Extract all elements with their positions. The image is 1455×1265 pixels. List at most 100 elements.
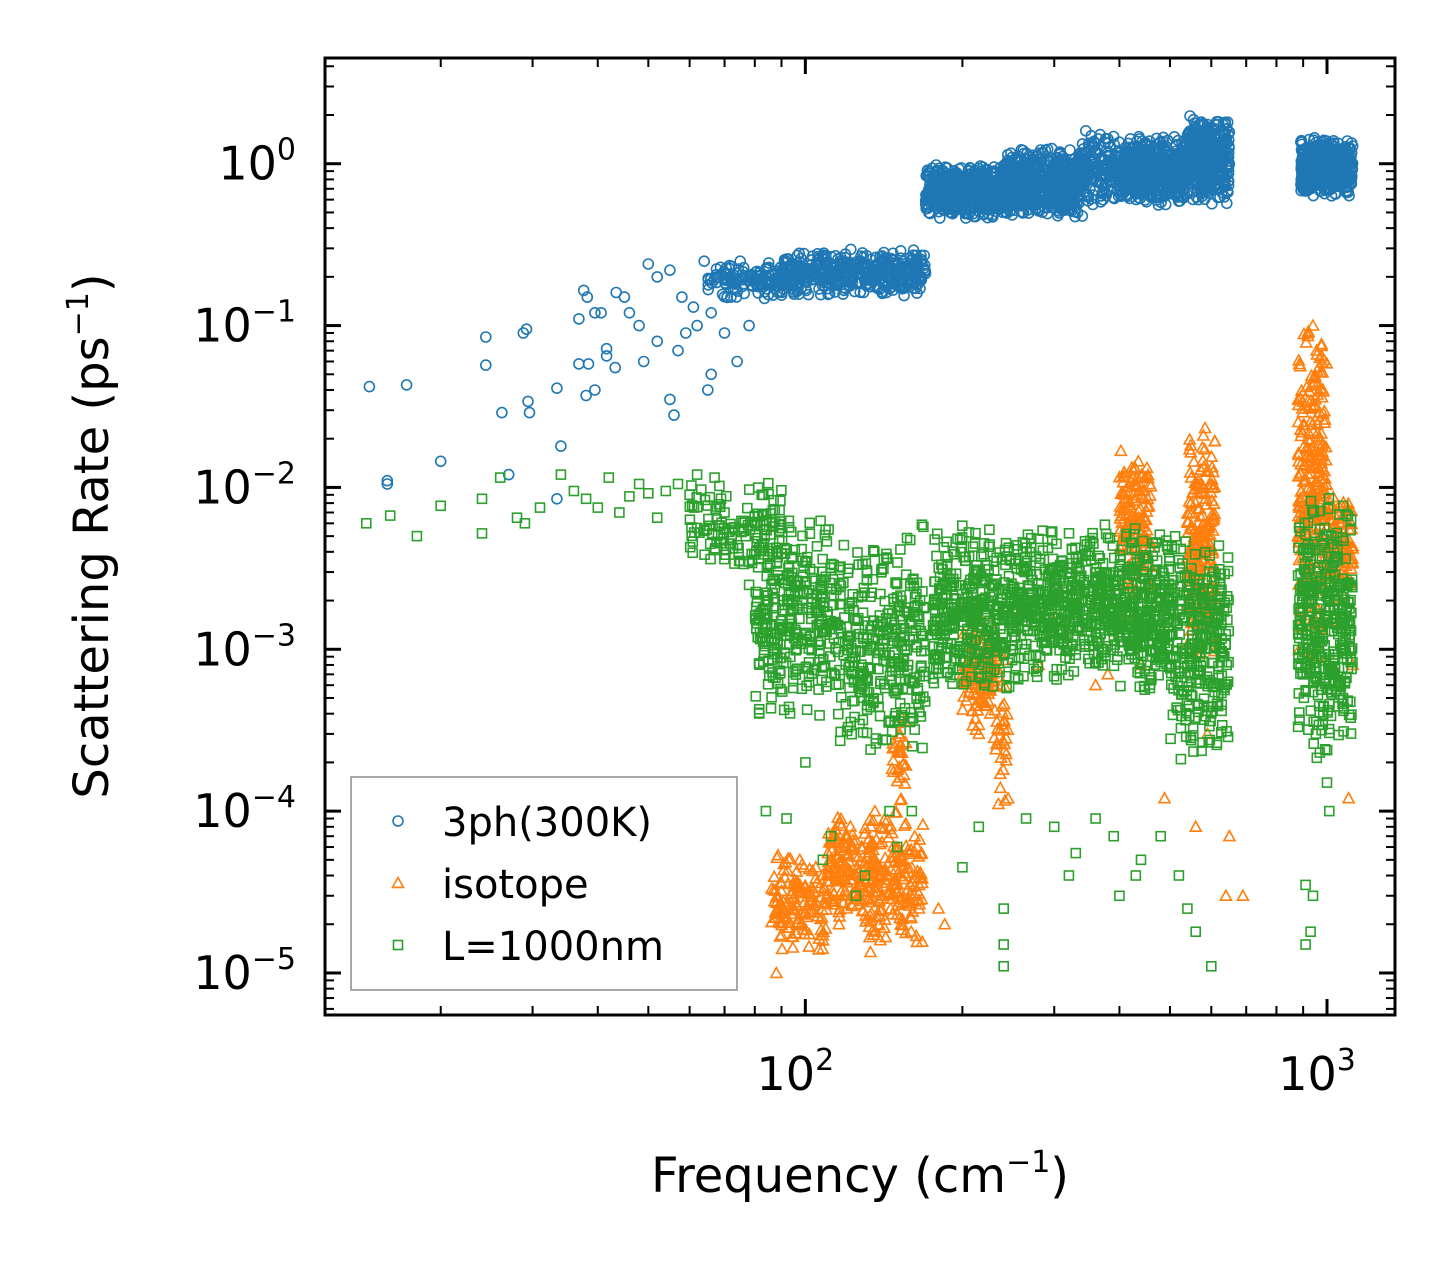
data-point (522, 395, 534, 408)
data-point (1023, 170, 1035, 182)
data-point (1015, 205, 1027, 218)
data-point (1020, 183, 1032, 195)
data-point (609, 361, 622, 374)
data-point (381, 478, 394, 490)
data-point (974, 206, 986, 218)
data-point (721, 290, 734, 303)
data-point (637, 355, 650, 368)
data-point (823, 287, 836, 300)
data-point (800, 284, 813, 297)
data-point (860, 279, 873, 292)
data-point (759, 285, 771, 298)
data-point (664, 393, 676, 406)
data-point (555, 440, 567, 452)
data-point (793, 263, 806, 276)
data-point (496, 406, 508, 419)
data-point (502, 468, 515, 481)
data-point (982, 199, 995, 211)
data-point (896, 278, 909, 290)
data-point (813, 283, 825, 295)
data-point (732, 263, 745, 275)
data-point (790, 268, 803, 281)
data-point (784, 268, 797, 280)
data-point (600, 350, 613, 362)
data-point (925, 187, 937, 199)
data-point (600, 342, 613, 355)
data-point (719, 277, 731, 289)
data-point (520, 323, 533, 336)
data-point (400, 379, 413, 391)
data-point (1087, 198, 1099, 211)
data-point (582, 358, 595, 370)
data-point (798, 247, 810, 260)
data-point (954, 192, 967, 204)
data-point (580, 389, 592, 402)
data-point (734, 255, 747, 268)
data-point (1045, 176, 1058, 189)
data-point (878, 246, 890, 259)
data-point (1051, 151, 1064, 164)
data-point (551, 492, 563, 505)
data-point (965, 162, 977, 175)
data-point (911, 255, 924, 268)
data-point (577, 284, 590, 297)
data-point (573, 313, 585, 325)
data-point (821, 259, 833, 272)
data-point (1059, 204, 1072, 216)
data-point (691, 319, 703, 332)
data-point (879, 267, 891, 279)
data-point (751, 265, 763, 278)
data-point (945, 185, 957, 198)
data-point (701, 384, 714, 396)
data-point (517, 327, 530, 339)
data-point (1009, 162, 1022, 174)
data-point (967, 208, 979, 220)
data-point (934, 168, 947, 181)
data-point (706, 277, 718, 289)
data-point (894, 245, 907, 257)
data-point (1033, 162, 1045, 174)
data-point (664, 264, 676, 277)
data-point (725, 260, 738, 273)
data-point (1060, 164, 1073, 177)
data-point (729, 275, 742, 288)
data-point (381, 474, 394, 487)
data-point (776, 286, 788, 299)
data-point (890, 257, 903, 270)
data-point (923, 200, 935, 213)
data-point (939, 170, 952, 182)
data-point (1085, 130, 1097, 142)
data-point (1015, 199, 1028, 212)
data-point (1065, 205, 1078, 218)
data-point (871, 282, 884, 295)
data-point (1005, 196, 1018, 208)
data-point (738, 287, 751, 300)
data-point (856, 259, 869, 272)
data-point (841, 260, 854, 273)
series-layer (360, 110, 1360, 979)
data-point (633, 319, 645, 332)
data-point (871, 259, 883, 272)
data-point (676, 291, 688, 303)
data-point (1000, 182, 1012, 194)
data-point (832, 253, 844, 265)
data-point (901, 278, 914, 291)
data-point (434, 455, 447, 468)
data-point (679, 327, 692, 339)
data-point (933, 162, 945, 175)
data-point (1044, 192, 1057, 204)
data-point (523, 406, 536, 419)
data-point (743, 319, 755, 332)
data-point (1107, 130, 1120, 143)
data-point (1000, 157, 1013, 169)
data-point (589, 384, 601, 396)
data-point (1018, 194, 1030, 207)
data-point (894, 272, 906, 285)
data-point (1054, 146, 1066, 158)
data-point (551, 382, 563, 395)
data-point (1050, 189, 1063, 201)
data-point (822, 270, 834, 283)
data-point (809, 268, 822, 281)
data-point (998, 181, 1011, 193)
